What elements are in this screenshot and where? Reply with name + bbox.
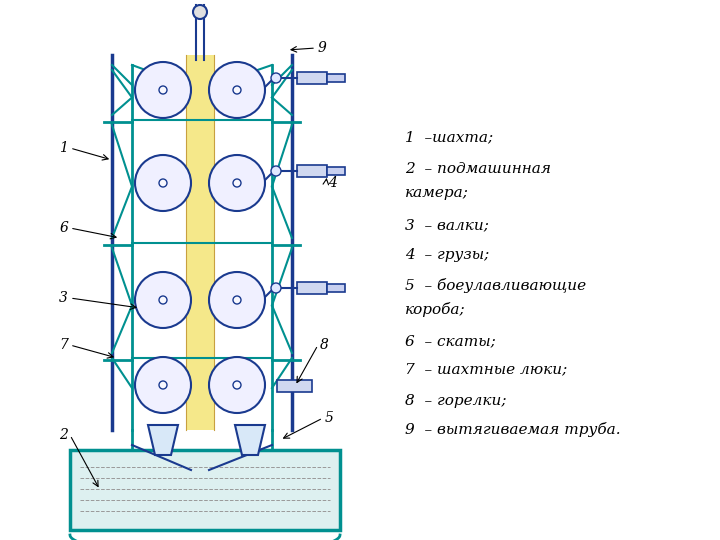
- Circle shape: [209, 155, 265, 211]
- Circle shape: [193, 5, 207, 19]
- Circle shape: [271, 73, 281, 83]
- Text: 6  – скаты;: 6 – скаты;: [405, 334, 496, 348]
- Bar: [297, 282, 327, 294]
- Text: 8  – горелки;: 8 – горелки;: [405, 394, 506, 408]
- Circle shape: [135, 272, 191, 328]
- Text: короба;: короба;: [405, 302, 466, 317]
- Circle shape: [135, 62, 191, 118]
- Polygon shape: [148, 425, 178, 455]
- Text: 9: 9: [318, 41, 327, 55]
- Text: 3: 3: [59, 291, 68, 305]
- Text: 5: 5: [325, 411, 334, 425]
- Bar: [327, 284, 345, 292]
- Text: 8: 8: [320, 338, 329, 352]
- Bar: [297, 72, 327, 84]
- Bar: [297, 165, 327, 177]
- Text: 1  –шахта;: 1 –шахта;: [405, 130, 493, 144]
- Circle shape: [159, 179, 167, 187]
- Circle shape: [233, 86, 241, 94]
- Text: 7  – шахтные люки;: 7 – шахтные люки;: [405, 362, 567, 376]
- Bar: [277, 380, 312, 392]
- Text: камера;: камера;: [405, 186, 469, 200]
- Text: 2  – подмашинная: 2 – подмашинная: [405, 162, 551, 176]
- Circle shape: [209, 272, 265, 328]
- Circle shape: [233, 179, 241, 187]
- Circle shape: [209, 62, 265, 118]
- Circle shape: [159, 296, 167, 304]
- Text: 1: 1: [59, 141, 68, 155]
- Text: 6: 6: [59, 221, 68, 235]
- Text: 2: 2: [59, 428, 68, 442]
- Circle shape: [233, 381, 241, 389]
- Bar: [186, 55, 214, 430]
- Circle shape: [135, 357, 191, 413]
- Circle shape: [209, 357, 265, 413]
- Text: 9  – вытягиваемая труба.: 9 – вытягиваемая труба.: [405, 422, 621, 437]
- Circle shape: [271, 283, 281, 293]
- Circle shape: [135, 155, 191, 211]
- Text: 5  – боеулавливающие: 5 – боеулавливающие: [405, 278, 586, 293]
- Text: 3  – валки;: 3 – валки;: [405, 218, 489, 232]
- Circle shape: [159, 86, 167, 94]
- Bar: [70, 450, 340, 530]
- Text: 4  – грузы;: 4 – грузы;: [405, 248, 490, 262]
- Text: 4: 4: [328, 176, 337, 190]
- Text: 7: 7: [59, 338, 68, 352]
- Bar: [327, 167, 345, 175]
- Polygon shape: [235, 425, 265, 455]
- Circle shape: [159, 381, 167, 389]
- Circle shape: [233, 296, 241, 304]
- Circle shape: [271, 166, 281, 176]
- Bar: [327, 74, 345, 82]
